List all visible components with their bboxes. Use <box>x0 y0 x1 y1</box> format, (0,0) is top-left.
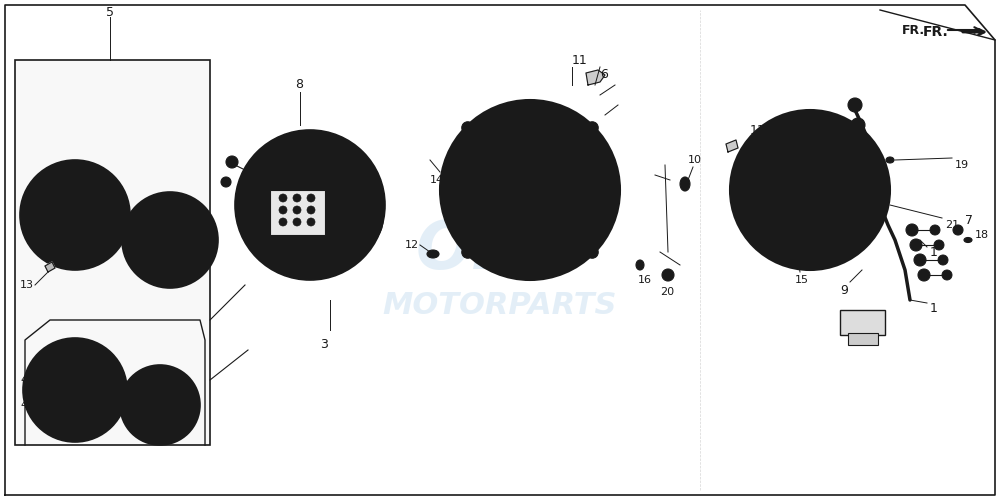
Circle shape <box>848 98 862 112</box>
Text: 8: 8 <box>295 78 303 92</box>
Circle shape <box>307 194 315 202</box>
Text: 21: 21 <box>945 220 959 230</box>
Circle shape <box>587 246 599 258</box>
Circle shape <box>327 192 383 248</box>
Circle shape <box>120 365 200 445</box>
Text: 3: 3 <box>320 338 328 351</box>
Text: 12: 12 <box>405 240 419 250</box>
Text: FR.: FR. <box>922 25 948 39</box>
Text: 2: 2 <box>800 154 808 166</box>
Circle shape <box>800 180 820 200</box>
Text: 11: 11 <box>572 54 588 66</box>
Circle shape <box>161 231 179 249</box>
Circle shape <box>307 206 315 214</box>
Text: 4: 4 <box>20 400 27 410</box>
Text: 13: 13 <box>20 280 34 290</box>
Circle shape <box>930 225 940 235</box>
Polygon shape <box>726 140 738 152</box>
Circle shape <box>235 130 385 280</box>
Text: 15: 15 <box>795 275 809 285</box>
Bar <box>270 190 325 235</box>
Circle shape <box>460 155 550 245</box>
Circle shape <box>461 122 473 134</box>
Circle shape <box>293 218 301 226</box>
Circle shape <box>293 206 301 214</box>
Text: 11: 11 <box>750 124 766 136</box>
Circle shape <box>461 246 473 258</box>
Text: 16: 16 <box>638 275 652 285</box>
Ellipse shape <box>680 177 690 191</box>
Ellipse shape <box>964 238 972 242</box>
Circle shape <box>662 269 674 281</box>
Circle shape <box>522 167 598 243</box>
Circle shape <box>914 254 926 266</box>
Text: 7: 7 <box>965 214 973 226</box>
Text: 20: 20 <box>660 287 674 297</box>
Circle shape <box>23 338 127 442</box>
Text: 5: 5 <box>106 6 114 18</box>
Circle shape <box>226 156 238 168</box>
Text: FR.: FR. <box>902 24 925 36</box>
Circle shape <box>854 121 862 129</box>
Ellipse shape <box>427 250 439 258</box>
Text: 1: 1 <box>930 246 938 258</box>
Circle shape <box>279 218 287 226</box>
Circle shape <box>855 138 869 152</box>
Circle shape <box>440 100 620 280</box>
Circle shape <box>858 141 866 149</box>
Text: 4: 4 <box>20 375 27 385</box>
Circle shape <box>942 270 952 280</box>
Circle shape <box>20 160 130 270</box>
Circle shape <box>730 110 890 270</box>
Text: 1: 1 <box>930 302 938 314</box>
Text: OEM: OEM <box>415 217 585 283</box>
Ellipse shape <box>788 252 802 262</box>
Circle shape <box>65 205 85 225</box>
Circle shape <box>792 172 828 208</box>
Circle shape <box>906 224 918 236</box>
Circle shape <box>953 225 963 235</box>
Text: 18: 18 <box>975 230 989 240</box>
Circle shape <box>910 239 922 251</box>
Circle shape <box>279 206 287 214</box>
Circle shape <box>934 240 944 250</box>
Circle shape <box>279 194 287 202</box>
Text: 9: 9 <box>840 284 848 296</box>
Text: 17: 17 <box>745 140 759 150</box>
Ellipse shape <box>886 157 894 163</box>
Circle shape <box>938 255 948 265</box>
Circle shape <box>221 177 231 187</box>
Circle shape <box>307 218 315 226</box>
Ellipse shape <box>636 260 644 270</box>
Circle shape <box>587 122 599 134</box>
Bar <box>15 60 210 445</box>
Bar <box>848 333 878 345</box>
Text: 6: 6 <box>600 68 608 82</box>
Polygon shape <box>45 262 55 272</box>
Text: MOTORPARTS: MOTORPARTS <box>382 290 618 320</box>
Text: 14: 14 <box>430 175 444 185</box>
Polygon shape <box>586 70 605 85</box>
Text: 19: 19 <box>955 160 969 170</box>
Circle shape <box>851 118 865 132</box>
Circle shape <box>122 192 218 288</box>
Text: 10: 10 <box>688 155 702 165</box>
Text: 2: 2 <box>800 138 808 151</box>
Circle shape <box>851 101 859 109</box>
Circle shape <box>918 269 930 281</box>
Bar <box>840 310 885 335</box>
Circle shape <box>293 194 301 202</box>
